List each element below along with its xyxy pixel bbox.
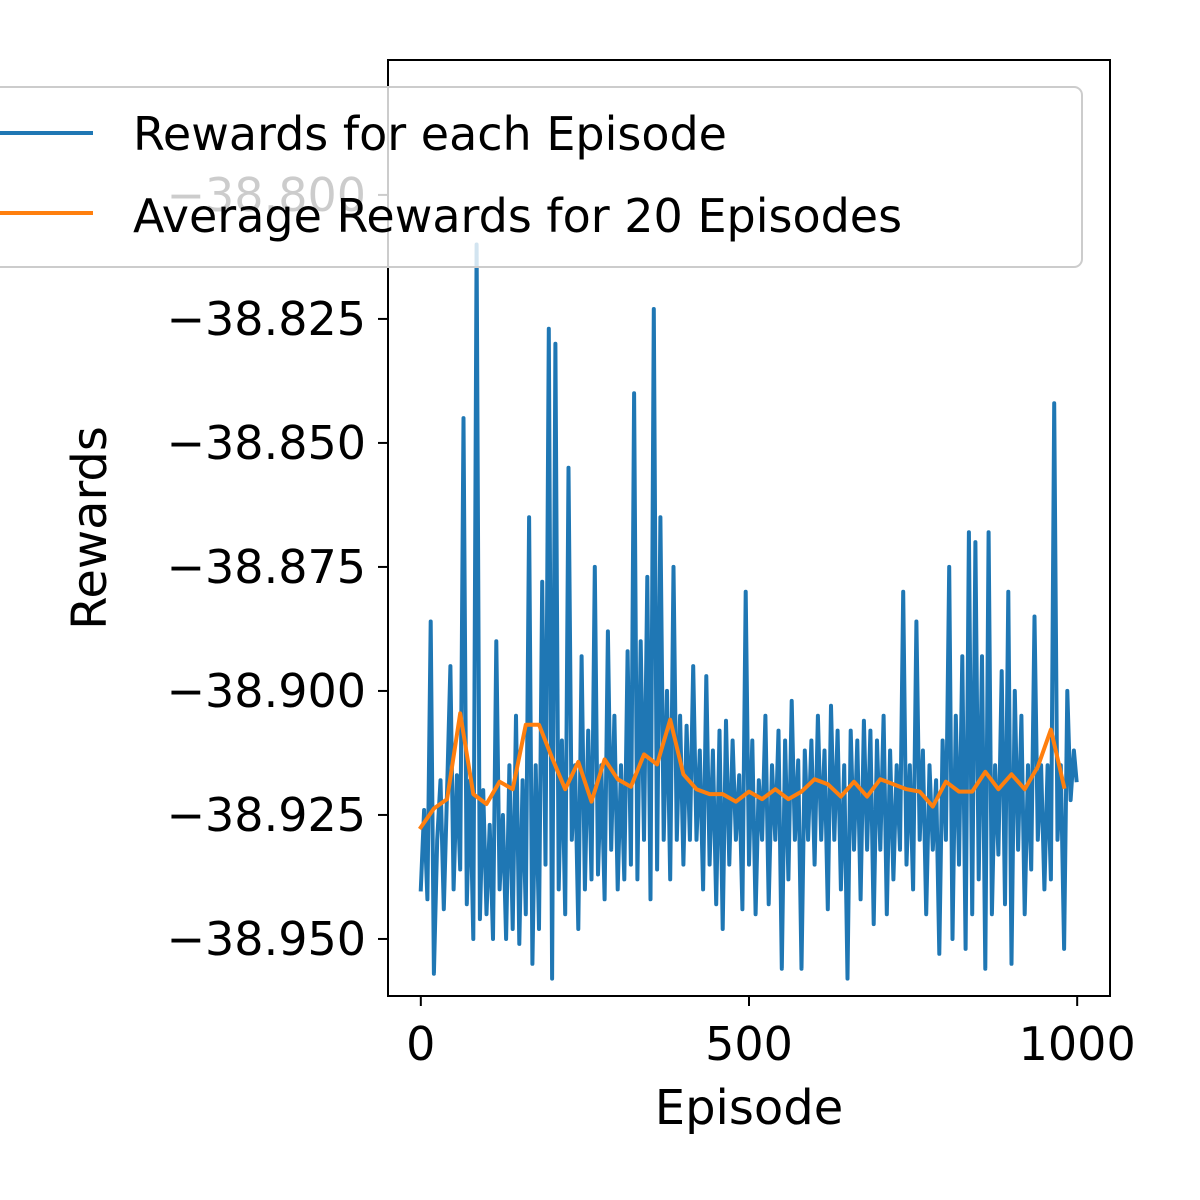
legend-label-rewards: Rewards for each Episode: [133, 107, 727, 161]
x-axis-ticks: 0 500 1000: [406, 996, 1136, 1071]
y-tick-label: −38.825: [167, 292, 367, 346]
x-tick-label: 0: [406, 1017, 435, 1071]
y-tick-label: −38.850: [167, 416, 367, 470]
legend-label-average: Average Rewards for 20 Episodes: [133, 189, 902, 243]
y-tick-label: −38.900: [167, 664, 367, 718]
series-line-1: [418, 711, 1067, 831]
y-tick-label: −38.875: [167, 540, 367, 594]
legend-box: [0, 86, 1083, 268]
x-tick-label: 1000: [1019, 1017, 1136, 1071]
x-axis-title: Episode: [655, 1080, 844, 1136]
y-tick-label: −38.925: [167, 788, 367, 842]
y-axis-title: Rewards: [62, 426, 118, 630]
x-tick-label: 500: [705, 1017, 793, 1071]
legend: Rewards for each Episode Average Rewards…: [0, 86, 1083, 268]
y-tick-label: −38.950: [167, 912, 367, 966]
plot-area: [418, 242, 1079, 981]
series-line-0: [418, 242, 1079, 981]
